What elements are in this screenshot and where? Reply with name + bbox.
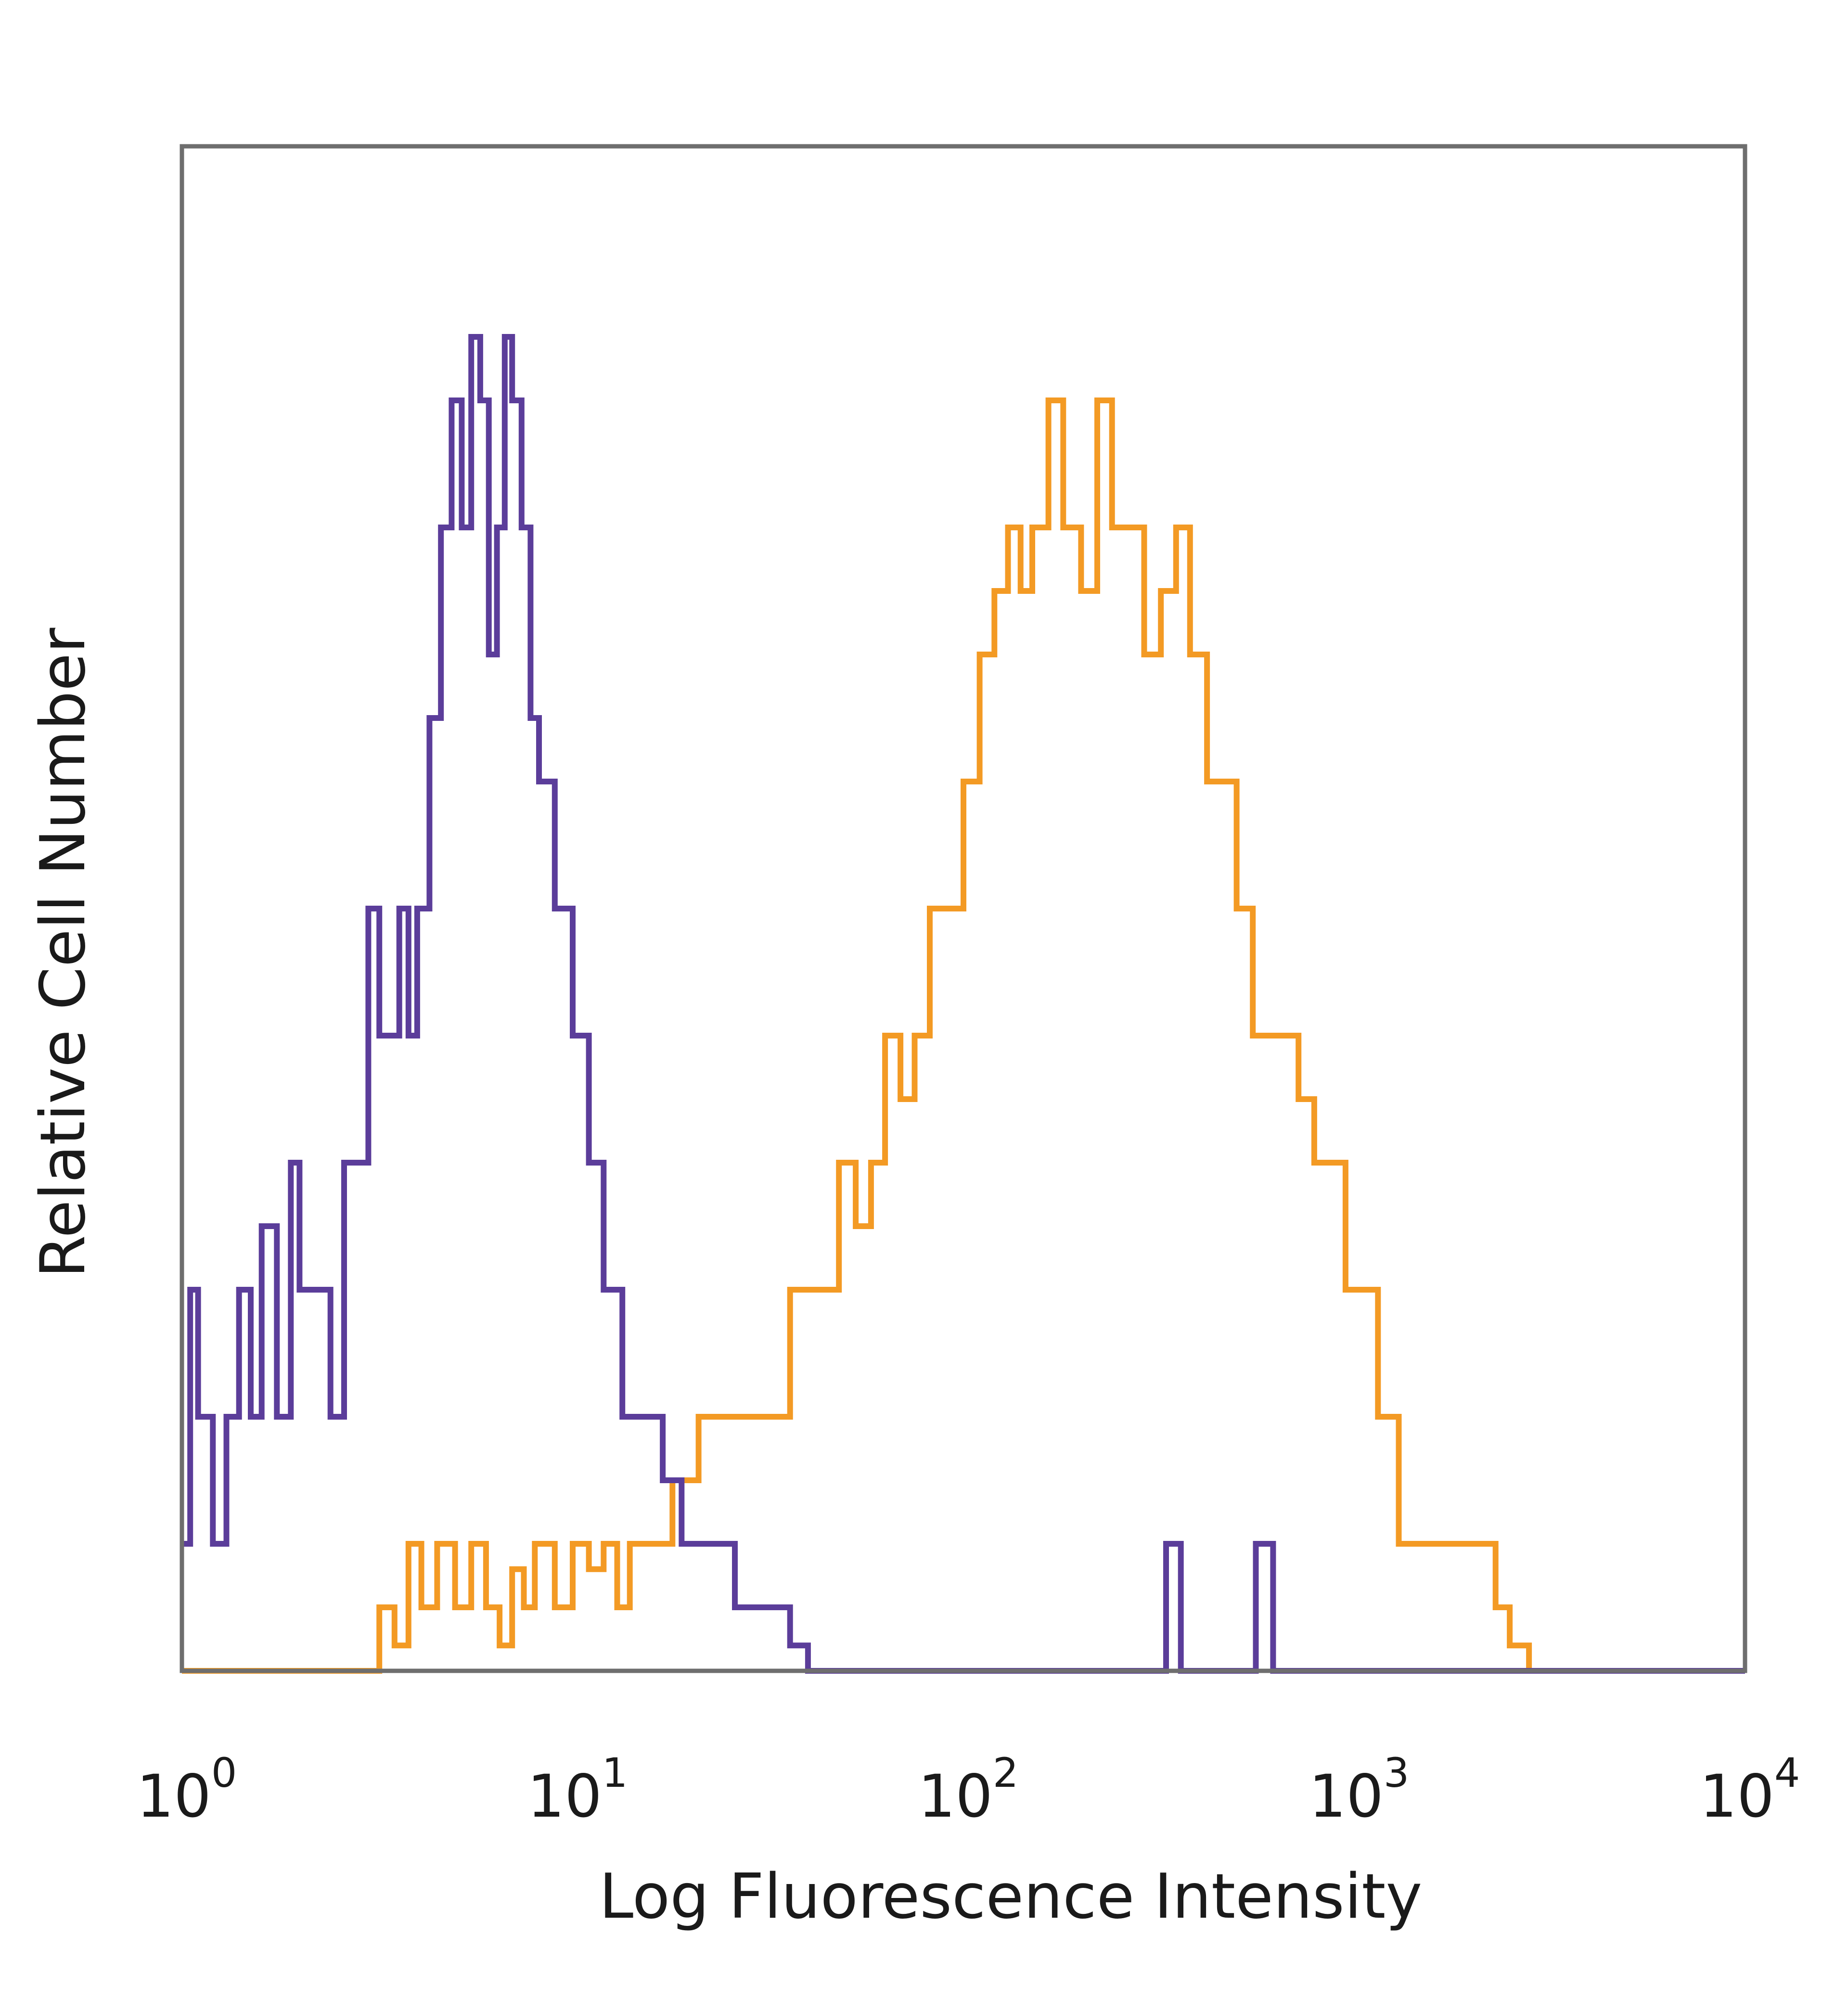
series-layer bbox=[182, 334, 1745, 1674]
x-tick-base: 10 bbox=[527, 1762, 602, 1831]
x-tick-exponent: 4 bbox=[1774, 1749, 1800, 1796]
plot-frame bbox=[180, 144, 1747, 1673]
x-tick-exponent: 0 bbox=[211, 1749, 237, 1796]
x-tick-label-1: 101 bbox=[527, 1749, 628, 1831]
x-tick-label-3: 103 bbox=[1309, 1749, 1410, 1831]
x-tick-exponent: 1 bbox=[602, 1749, 628, 1796]
x-axis-label: Log Fluorescence Intensity bbox=[599, 1861, 1422, 1933]
x-tick-label-2: 102 bbox=[918, 1749, 1019, 1831]
x-tick-exponent: 2 bbox=[993, 1749, 1018, 1796]
histogram-series-1 bbox=[182, 334, 1745, 1674]
histogram-series-2 bbox=[182, 397, 1745, 1674]
x-tick-exponent: 3 bbox=[1384, 1749, 1409, 1796]
y-axis-label: Relative Cell Number bbox=[27, 628, 99, 1278]
x-tick-labels: 100 101 102 103 104 bbox=[137, 1749, 1800, 1831]
x-tick-base: 10 bbox=[137, 1762, 211, 1831]
x-tick-label-4: 104 bbox=[1700, 1749, 1800, 1831]
x-tick-label-0: 100 bbox=[137, 1749, 237, 1831]
x-tick-base: 10 bbox=[1309, 1762, 1384, 1831]
x-tick-base: 10 bbox=[918, 1762, 993, 1831]
x-tick-base: 10 bbox=[1700, 1762, 1774, 1831]
